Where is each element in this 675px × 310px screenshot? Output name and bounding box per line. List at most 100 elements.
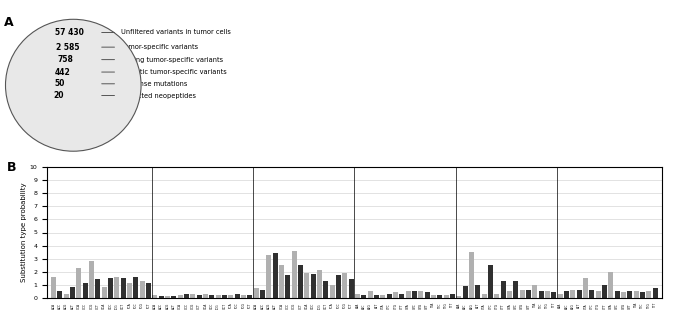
Bar bbox=[570, 290, 575, 298]
Bar bbox=[595, 291, 601, 298]
Bar bbox=[310, 274, 316, 298]
Bar bbox=[178, 295, 183, 298]
Ellipse shape bbox=[28, 58, 99, 126]
Bar bbox=[273, 253, 277, 298]
Bar bbox=[108, 278, 113, 298]
Bar bbox=[602, 285, 607, 298]
Ellipse shape bbox=[5, 19, 141, 151]
Ellipse shape bbox=[35, 70, 86, 118]
Bar bbox=[400, 294, 404, 298]
Text: 20: 20 bbox=[53, 91, 64, 100]
Bar bbox=[171, 296, 176, 298]
Ellipse shape bbox=[21, 47, 111, 132]
Bar bbox=[260, 290, 265, 298]
Bar bbox=[507, 291, 512, 298]
Bar bbox=[462, 286, 468, 298]
Bar bbox=[317, 270, 322, 298]
Bar bbox=[235, 294, 240, 298]
Bar bbox=[653, 289, 657, 298]
Bar bbox=[279, 265, 284, 298]
Bar bbox=[254, 289, 259, 298]
Bar bbox=[184, 294, 189, 298]
Bar bbox=[387, 294, 392, 298]
Bar bbox=[102, 287, 107, 298]
Text: 2 585: 2 585 bbox=[57, 43, 80, 52]
Bar bbox=[342, 273, 348, 298]
Text: Predicted neopeptides: Predicted neopeptides bbox=[121, 92, 196, 99]
Bar bbox=[576, 290, 582, 298]
Text: 442: 442 bbox=[55, 68, 70, 77]
Bar bbox=[443, 295, 449, 298]
Bar bbox=[558, 294, 563, 298]
Bar bbox=[190, 294, 196, 298]
Bar bbox=[608, 272, 614, 298]
Bar bbox=[589, 290, 595, 298]
Bar bbox=[222, 295, 227, 298]
Bar bbox=[247, 295, 252, 298]
Bar bbox=[153, 295, 157, 298]
Bar bbox=[393, 292, 398, 298]
Bar bbox=[355, 294, 360, 298]
Text: Coding tumor-specific variants: Coding tumor-specific variants bbox=[121, 57, 223, 63]
Bar bbox=[267, 255, 271, 298]
Bar bbox=[70, 287, 75, 298]
Y-axis label: Substitution type probability: Substitution type probability bbox=[21, 183, 27, 282]
Bar bbox=[412, 291, 417, 298]
Ellipse shape bbox=[42, 79, 76, 112]
Bar bbox=[583, 278, 588, 298]
Bar bbox=[640, 292, 645, 298]
Bar bbox=[437, 295, 442, 298]
Bar bbox=[127, 283, 132, 298]
Bar bbox=[368, 291, 373, 298]
Text: 758: 758 bbox=[57, 55, 73, 64]
Text: 50: 50 bbox=[55, 79, 65, 88]
Bar bbox=[323, 281, 329, 298]
Bar bbox=[57, 291, 63, 298]
Text: Somatic tumor-specific variants: Somatic tumor-specific variants bbox=[121, 69, 227, 75]
Bar bbox=[545, 291, 550, 298]
Bar bbox=[140, 281, 144, 298]
Bar bbox=[114, 277, 119, 298]
Bar bbox=[203, 294, 208, 298]
Text: B: B bbox=[7, 161, 16, 174]
Bar bbox=[513, 281, 518, 298]
Bar bbox=[121, 278, 126, 298]
Text: Missense mutations: Missense mutations bbox=[121, 81, 187, 87]
Bar bbox=[501, 281, 506, 298]
Bar bbox=[418, 291, 423, 298]
Bar bbox=[406, 291, 410, 298]
Bar bbox=[526, 290, 531, 298]
Bar bbox=[374, 295, 379, 298]
Bar bbox=[627, 291, 632, 298]
Bar bbox=[292, 251, 297, 298]
Bar bbox=[621, 292, 626, 298]
Bar bbox=[469, 252, 474, 298]
Text: A: A bbox=[3, 16, 14, 29]
Ellipse shape bbox=[14, 35, 126, 140]
Bar bbox=[450, 294, 455, 298]
Bar bbox=[349, 279, 354, 298]
Bar bbox=[298, 265, 303, 298]
Bar bbox=[533, 285, 537, 298]
Bar bbox=[209, 295, 215, 298]
Bar bbox=[646, 291, 651, 298]
Bar bbox=[76, 268, 82, 298]
Bar bbox=[241, 295, 246, 298]
Bar bbox=[615, 291, 620, 298]
Bar bbox=[165, 296, 170, 298]
Bar bbox=[456, 296, 462, 298]
Bar bbox=[286, 276, 290, 298]
Bar bbox=[95, 279, 101, 298]
Bar bbox=[216, 295, 221, 298]
Bar bbox=[380, 295, 385, 298]
Bar bbox=[159, 296, 164, 298]
Bar bbox=[89, 261, 94, 298]
Bar bbox=[539, 291, 544, 298]
Bar bbox=[494, 294, 499, 298]
Bar bbox=[431, 295, 436, 298]
Bar bbox=[83, 283, 88, 298]
Bar bbox=[196, 295, 202, 298]
Bar bbox=[336, 276, 341, 298]
Text: Unfiltered variants in tumor cells: Unfiltered variants in tumor cells bbox=[121, 29, 231, 35]
Bar bbox=[146, 283, 151, 298]
